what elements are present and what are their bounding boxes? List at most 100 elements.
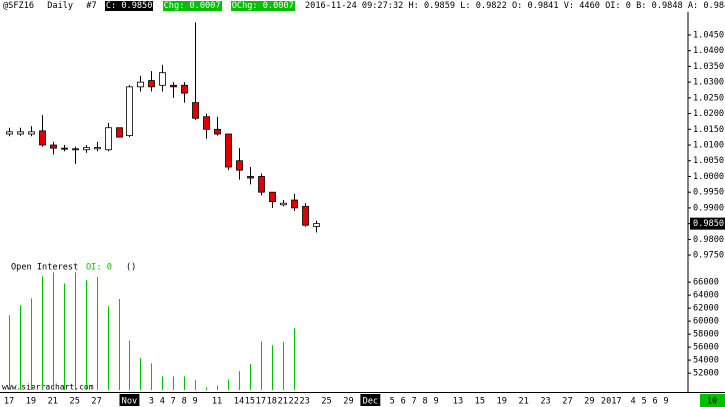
- x-tick-label: 9: [193, 397, 198, 407]
- x-tick-label: 15: [245, 397, 255, 407]
- header: @SFZ16 Daily #7 C: 0.9850 Chg: 0.0007 OC…: [2, 0, 725, 12]
- countdown-box: [700, 394, 725, 407]
- x-tick-label: 19: [497, 397, 507, 407]
- details: 2016-11-24 09:27:32 H: 0.9859 L: 0.9822 …: [305, 1, 725, 11]
- candle-body: [148, 80, 155, 88]
- y-tick-label: 1.0350: [693, 62, 724, 72]
- x-tick-label: 25: [70, 397, 80, 407]
- period: Daily: [47, 1, 74, 11]
- candle-body: [28, 131, 35, 135]
- y-tick-label: 56000: [693, 343, 719, 353]
- chart-number: #7: [86, 1, 97, 11]
- y-tick-label: 1.0450: [693, 30, 724, 40]
- symbol: @SFZ16: [3, 1, 35, 11]
- change-box: Chg: 0.0007: [162, 1, 222, 11]
- x-tick-label: 14: [234, 397, 244, 407]
- candle-body: [247, 176, 254, 179]
- candle-body: [94, 147, 101, 150]
- candle-body: [214, 128, 221, 135]
- x-tick-label: 13: [453, 397, 463, 407]
- candle-body: [192, 102, 199, 119]
- candle-body: [302, 205, 309, 226]
- y-tick-label: 0.9800: [693, 235, 724, 245]
- y-tick-label: 0.9750: [693, 251, 724, 261]
- candle-body: [236, 160, 243, 171]
- countdown: 10: [707, 397, 717, 407]
- study-value: OI: 0: [86, 263, 112, 273]
- candle-body: [313, 223, 320, 227]
- x-tick-label: 17: [4, 397, 14, 407]
- close-box: C: 0.9850: [104, 1, 154, 11]
- x-tick-label: 4: [160, 397, 165, 407]
- x-tick-label: 27: [91, 397, 101, 407]
- y-tick-label: 1.0100: [693, 141, 724, 151]
- x-tick-label: 5: [642, 397, 647, 407]
- open-change-box: OChg: 0.0007: [230, 1, 295, 11]
- x-tick-label: 4: [631, 397, 636, 407]
- x-tick-label: 6: [401, 397, 406, 407]
- y-tick-label: 1.0150: [693, 125, 724, 135]
- x-tick-label: 6: [652, 397, 657, 407]
- candle-body: [17, 131, 24, 135]
- candle-body: [269, 191, 276, 203]
- x-tick-label: 9: [433, 397, 438, 407]
- x-tick-label: 23: [540, 397, 550, 407]
- study-title: Open Interest: [11, 263, 78, 273]
- x-tick-label: 25: [321, 397, 331, 407]
- x-tick-label: 21: [518, 397, 528, 407]
- study-params: (): [126, 263, 136, 273]
- x-tick-label: Dec: [363, 397, 379, 407]
- y-tick-label: 1.0300: [693, 78, 724, 88]
- y-tick-label: 64000: [693, 291, 719, 301]
- y-tick-label: 1.0050: [693, 156, 724, 166]
- x-label-box: [119, 394, 140, 406]
- x-tick-label: 23: [299, 397, 309, 407]
- y-tick-label: 1.0000: [693, 172, 724, 182]
- x-tick-label: 27: [562, 397, 572, 407]
- y-tick-label: 62000: [693, 304, 719, 314]
- y-tick-label: 60000: [693, 317, 719, 327]
- y-tick-label: 52000: [693, 369, 719, 379]
- x-tick-label: 21: [48, 397, 58, 407]
- x-tick-label: 9: [663, 397, 668, 407]
- x-tick-label: 2017: [601, 397, 622, 407]
- candle-body: [6, 131, 13, 135]
- y-tick-label: 54000: [693, 356, 719, 366]
- candle-body: [203, 116, 210, 130]
- y-tick-label: 66000: [693, 278, 719, 288]
- candle-body: [83, 147, 90, 151]
- candle-body: [50, 144, 57, 149]
- y-tick-label: 1.0200: [693, 109, 724, 119]
- x-tick-label: 8: [423, 397, 428, 407]
- x-tick-label: 3: [149, 397, 154, 407]
- x-tick-label: 5: [390, 397, 395, 407]
- x-tick-label: 22: [289, 397, 299, 407]
- y-tick-label: 58000: [693, 330, 719, 340]
- x-tick-label: 29: [343, 397, 353, 407]
- current-price-box: [690, 217, 725, 230]
- watermark: www.sierrachart.com: [2, 383, 94, 392]
- candle-body: [137, 81, 144, 88]
- x-tick-label: 19: [26, 397, 36, 407]
- y-tick-label: 1.0250: [693, 93, 724, 103]
- x-tick-label: 7: [171, 397, 176, 407]
- candle-body: [181, 84, 188, 94]
- candle-body: [225, 133, 232, 168]
- x-tick-label: Nov: [122, 397, 138, 407]
- x-tick-label: 17: [256, 397, 266, 407]
- x-tick-label: 11: [212, 397, 222, 407]
- candle-body: [105, 127, 112, 151]
- y-tick-label: 0.9900: [693, 203, 724, 213]
- candle-body: [291, 199, 298, 209]
- current-price-label: 0.9850: [693, 219, 724, 229]
- x-tick-label: 18: [267, 397, 277, 407]
- x-tick-label: 7: [412, 397, 417, 407]
- candle-body: [126, 86, 133, 136]
- candle-body: [170, 84, 177, 88]
- x-label-box: [360, 394, 381, 406]
- candle-body: [258, 176, 265, 193]
- x-tick-label: 15: [475, 397, 485, 407]
- x-tick-label: 21: [278, 397, 288, 407]
